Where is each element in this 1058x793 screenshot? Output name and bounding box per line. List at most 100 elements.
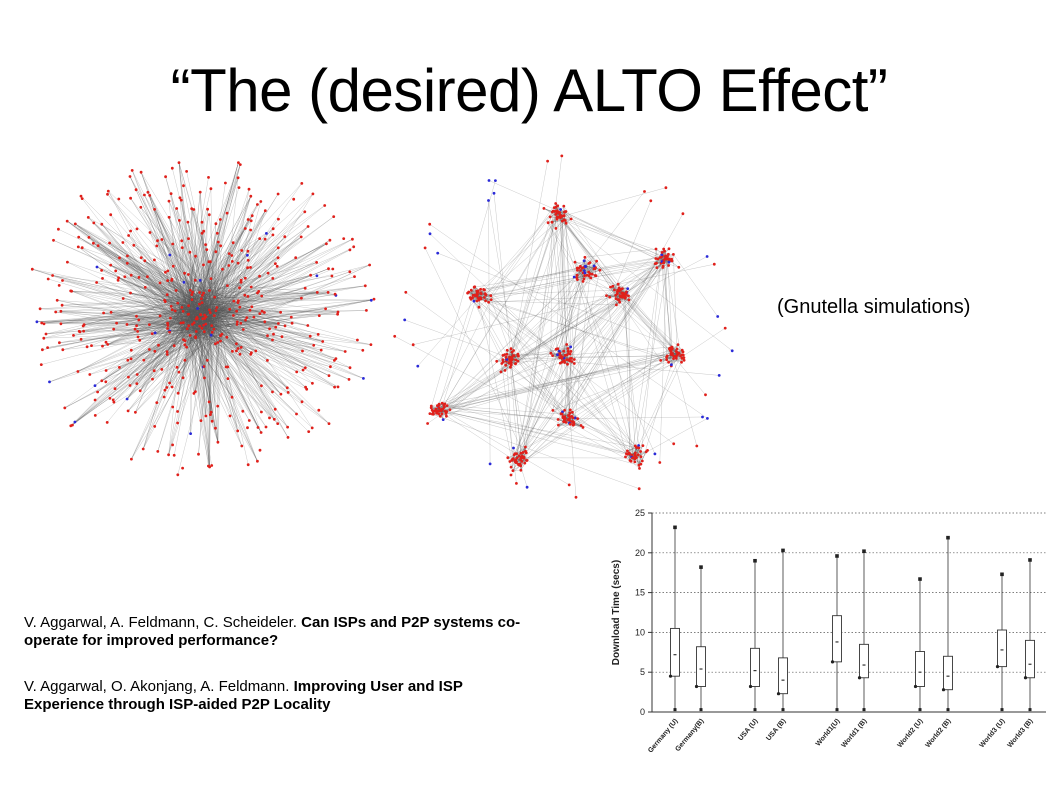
- graph1-node: [153, 331, 157, 335]
- graph1-node: [214, 342, 217, 346]
- box-body: [670, 627, 680, 677]
- graph2-node: [564, 421, 568, 424]
- graph2-node: [561, 415, 565, 418]
- graph1-node: [201, 317, 205, 321]
- graph1-node: [213, 295, 217, 299]
- graph2-node: [500, 362, 504, 365]
- graph1-node: [216, 341, 220, 344]
- graph1-node: [102, 311, 105, 315]
- graph1-node: [59, 309, 63, 313]
- graph2-node: [667, 264, 670, 267]
- graph1-node: [176, 410, 180, 413]
- box-body: [997, 629, 1007, 668]
- graph2-node: [487, 300, 490, 304]
- box-6: [913, 577, 925, 712]
- graph2-node: [525, 485, 529, 489]
- graph1-node: [271, 227, 275, 231]
- graph1-node: [171, 405, 175, 409]
- graph1-node: [258, 237, 262, 240]
- q1-marker: [857, 676, 862, 680]
- graph2-node: [605, 294, 608, 297]
- reference-1-title: Can ISPs and P2P systems co-operate for …: [24, 614, 521, 649]
- graph1-node: [166, 321, 170, 325]
- graph2-node: [568, 411, 572, 415]
- graph2-node: [483, 296, 486, 299]
- graph2-node: [477, 298, 481, 302]
- graph1-node: [142, 358, 146, 362]
- graph1-node: [276, 422, 280, 425]
- graph1-node: [170, 279, 174, 282]
- graph2-node: [476, 293, 479, 296]
- graph1-node: [227, 252, 231, 255]
- graph1-node: [194, 330, 198, 333]
- graph2-node: [666, 255, 669, 258]
- graph2-node: [562, 204, 566, 208]
- graph1-node: [238, 286, 241, 290]
- graph1-node: [315, 261, 318, 264]
- graph1-node: [57, 227, 60, 231]
- graph1-node: [315, 274, 319, 278]
- graph1-node: [332, 215, 336, 218]
- graph2-node: [660, 253, 664, 257]
- graph1-node: [226, 377, 230, 380]
- graph1-node: [365, 309, 368, 312]
- graph2-node: [583, 271, 587, 275]
- graph1-node: [300, 400, 304, 404]
- max-marker: [781, 548, 785, 553]
- graph2-node: [624, 295, 627, 299]
- graph1-node: [198, 324, 202, 328]
- graph2-node: [659, 359, 663, 362]
- graph1-node: [202, 229, 206, 233]
- graph1-node: [196, 307, 200, 310]
- graph1-node: [309, 273, 312, 277]
- graph2-node: [670, 347, 674, 351]
- graph1-node: [153, 425, 157, 428]
- graph1-node: [178, 196, 182, 200]
- graph1-node: [170, 308, 174, 312]
- graph1-node: [362, 377, 365, 380]
- graph1-node: [165, 293, 169, 297]
- graph1-node: [202, 365, 206, 368]
- graph1-node: [303, 210, 307, 214]
- graph2-node: [662, 261, 666, 264]
- graph1-node: [139, 170, 143, 174]
- graph1-node: [61, 279, 64, 282]
- category-label: USA (B): [765, 718, 787, 743]
- graph1-node: [200, 301, 204, 304]
- graph1-node: [306, 324, 310, 327]
- graph1-node: [327, 374, 331, 377]
- graph1-node: [224, 181, 227, 185]
- graph1-node: [256, 203, 259, 206]
- graph1-node: [200, 326, 204, 330]
- graph1-node: [277, 322, 280, 325]
- max-marker: [753, 558, 757, 563]
- graph2-node: [572, 358, 576, 361]
- graph1-node: [276, 256, 280, 260]
- graph1-node: [160, 238, 164, 241]
- graph1-node: [135, 314, 138, 318]
- graph2-node: [492, 191, 496, 195]
- graph1-node: [76, 370, 80, 373]
- graph1-node: [246, 266, 250, 270]
- max-marker: [1028, 558, 1032, 562]
- graph1-node: [155, 401, 159, 404]
- graph2-node: [730, 349, 734, 353]
- graph1-node: [77, 235, 81, 239]
- graph2-node: [680, 360, 683, 364]
- slide-title: “The (desired) ALTO Effect”: [170, 57, 888, 124]
- graph2-node: [570, 360, 574, 363]
- graph2-node: [627, 294, 630, 298]
- graph1-node: [71, 423, 74, 427]
- graph1-node: [243, 227, 247, 230]
- graph2-node: [416, 364, 420, 368]
- graph2-node: [560, 215, 564, 218]
- graph1-node: [209, 410, 213, 414]
- graph1-node: [216, 240, 220, 244]
- graph1-node: [101, 344, 104, 348]
- y-tick-label: 5: [640, 667, 645, 677]
- graph1-node: [137, 318, 141, 322]
- graph2-node: [477, 305, 481, 309]
- graph1-node: [76, 245, 80, 249]
- graph1-node: [59, 322, 63, 326]
